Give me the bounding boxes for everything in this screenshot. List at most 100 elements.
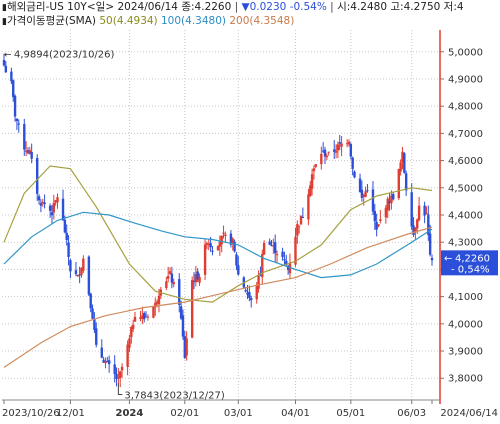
candle-body — [397, 168, 400, 199]
sma-line-1 — [3, 165, 433, 303]
candle-body — [412, 225, 415, 235]
candle-body — [178, 279, 181, 305]
candle-body — [168, 271, 172, 274]
y-tick-label: 4,3000 — [448, 238, 483, 249]
candle-body — [165, 281, 168, 288]
candle-body — [198, 276, 201, 283]
candle-body — [141, 315, 144, 319]
candle-body — [375, 222, 378, 230]
sma-legend: ▮가격이동평균(SMA) 50(4.4934) 100(4.3480) 200(… — [0, 14, 442, 29]
candle-body — [196, 271, 199, 280]
candle-body — [392, 193, 395, 200]
candle-body — [144, 316, 148, 318]
candle-body — [102, 359, 105, 363]
candle-body — [323, 149, 327, 157]
candle-body — [401, 151, 404, 162]
candle-body — [52, 203, 56, 213]
candle-body — [155, 301, 159, 304]
candle-body — [48, 205, 52, 211]
x-tick-label: 2023/10/26 — [2, 408, 60, 419]
last-price-box — [441, 250, 498, 276]
legend-marker-icon: ▮ — [2, 17, 7, 27]
legend-sma100: 100(4.3480) — [161, 15, 226, 27]
candle-body — [312, 168, 316, 172]
price-axis: 5,0000 4,9000 4,8000 4,7000 4,6000 4,5000 4,40… — [439, 30, 483, 404]
candle-body — [65, 232, 68, 241]
candle-body — [299, 215, 303, 225]
header-close: 4.2260 — [194, 1, 232, 13]
candle-body — [235, 254, 238, 266]
candle-body — [371, 189, 375, 212]
high-label: 4,9894(2023/10/26) — [14, 50, 115, 61]
candle-body — [143, 313, 146, 320]
candle-body — [113, 364, 116, 375]
candle-body — [13, 95, 17, 117]
last-price-arrow-icon: ← — [444, 253, 452, 264]
candle-body — [17, 123, 20, 125]
candle-body — [76, 274, 79, 277]
y-tick-label: 4,6000 — [448, 156, 483, 167]
candle-body — [74, 270, 78, 274]
candle-body — [261, 253, 264, 278]
candle-body — [379, 219, 382, 221]
candle-body — [428, 233, 432, 255]
candle-body — [15, 118, 19, 121]
candle-body — [353, 171, 356, 178]
candle-body — [63, 219, 67, 233]
candle-body — [222, 232, 225, 234]
x-tick-label: 06/03 — [397, 408, 426, 419]
candle-body — [185, 338, 188, 356]
candle-body — [338, 142, 341, 144]
candle-body — [233, 241, 236, 252]
candle-body — [364, 191, 367, 197]
candle-body — [384, 207, 388, 218]
candle-body — [250, 298, 253, 301]
y-tick-label: 4,8000 — [448, 102, 483, 113]
candle-body — [423, 205, 426, 216]
candle-body — [190, 280, 194, 338]
candle-body — [50, 212, 54, 216]
candle-body — [388, 201, 391, 204]
candle-body — [107, 360, 111, 365]
candle-body — [218, 241, 222, 247]
legend-sma50: 50(4.4934) — [99, 15, 158, 27]
candle-body — [257, 275, 260, 289]
header-change: 0.0230 — [249, 1, 287, 13]
candle-body — [24, 150, 28, 152]
candle-body — [430, 257, 434, 261]
candle-body — [246, 292, 249, 295]
candle-body — [54, 200, 57, 203]
candle-body — [130, 327, 133, 338]
candle-body — [12, 80, 15, 98]
candle-body — [334, 150, 338, 153]
header-change-pct: -0.54% — [289, 1, 327, 13]
candle-body — [296, 224, 299, 236]
x-tick-label: 05/01 — [336, 408, 365, 419]
candle-body — [390, 195, 393, 204]
y-tick-label: 4,4000 — [448, 211, 483, 222]
candle-body — [133, 316, 137, 322]
last-price-change: - 0,54% — [451, 264, 490, 275]
y-tick-label: 5,0000 — [448, 47, 483, 58]
candle-body — [203, 244, 207, 275]
candle-body — [36, 158, 39, 194]
candle-body — [30, 151, 33, 159]
candle-body — [106, 360, 109, 362]
candle-body — [56, 197, 59, 203]
candle-body — [170, 273, 174, 283]
y-tick-label: 3,8000 — [448, 374, 483, 385]
candle-body — [362, 195, 365, 197]
candle-body — [358, 178, 362, 192]
candle-body — [275, 254, 279, 256]
sma-line-3 — [3, 226, 433, 368]
candle-body — [283, 259, 286, 261]
candle-body — [255, 286, 258, 300]
x-tick-label: 12/01 — [56, 408, 85, 419]
candle-body — [404, 173, 408, 191]
candle-body — [340, 143, 343, 147]
sma-lines — [3, 165, 433, 368]
candle-body — [399, 162, 402, 172]
candle-body — [285, 260, 288, 266]
